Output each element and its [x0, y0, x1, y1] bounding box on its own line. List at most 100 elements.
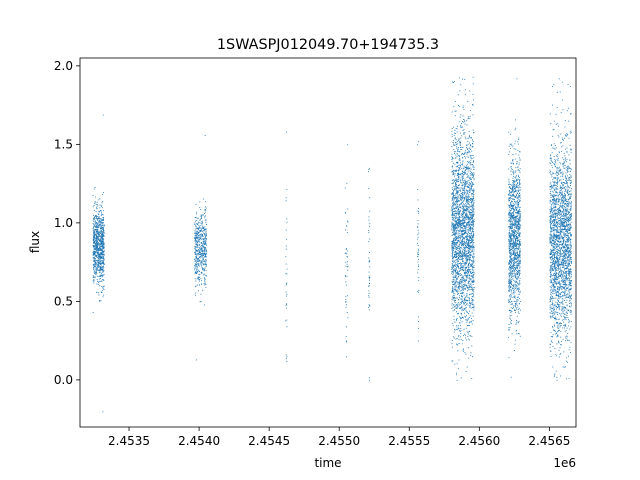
- data-point: [470, 307, 472, 309]
- data-point: [458, 267, 460, 269]
- data-point: [518, 234, 519, 236]
- data-point: [461, 321, 463, 323]
- data-point: [452, 299, 454, 301]
- data-point: [418, 328, 419, 329]
- data-point: [456, 283, 458, 285]
- data-point: [194, 230, 196, 232]
- data-point: [466, 152, 468, 154]
- data-point: [460, 241, 462, 243]
- data-point: [459, 138, 461, 140]
- data-point: [97, 236, 99, 238]
- data-point: [469, 170, 471, 172]
- data-point: [203, 198, 205, 200]
- data-point: [347, 208, 349, 210]
- data-point: [99, 264, 101, 266]
- data-point: [515, 323, 517, 325]
- data-point: [100, 275, 101, 277]
- data-point: [459, 329, 461, 331]
- data-point: [471, 312, 473, 314]
- data-point: [469, 254, 471, 256]
- data-point: [471, 244, 473, 246]
- data-point: [453, 230, 455, 231]
- data-point: [93, 242, 94, 244]
- data-point: [468, 287, 470, 289]
- data-point: [457, 230, 459, 232]
- data-point: [453, 207, 454, 209]
- data-point: [456, 237, 458, 239]
- data-point: [515, 285, 517, 287]
- data-point: [470, 303, 472, 305]
- data-point: [468, 241, 469, 243]
- data-point: [459, 234, 461, 236]
- data-point: [473, 246, 475, 248]
- data-point: [467, 233, 468, 235]
- data-point: [470, 155, 472, 157]
- data-point: [514, 301, 516, 303]
- data-point: [513, 179, 515, 181]
- data-point: [203, 277, 205, 279]
- data-point: [462, 266, 464, 268]
- data-point: [201, 250, 203, 252]
- data-point: [456, 247, 458, 249]
- data-point: [466, 300, 468, 302]
- data-point: [460, 222, 462, 224]
- data-point: [94, 272, 95, 274]
- data-point: [461, 208, 463, 210]
- data-point: [100, 291, 102, 293]
- data-point: [100, 260, 101, 262]
- data-point: [471, 201, 472, 203]
- data-point: [508, 324, 510, 325]
- data-point: [100, 205, 102, 207]
- data-point: [458, 184, 460, 186]
- data-point: [517, 228, 519, 230]
- data-point: [465, 295, 467, 297]
- data-point: [519, 170, 520, 172]
- data-point: [464, 186, 466, 188]
- data-point: [96, 249, 98, 251]
- data-point: [462, 250, 464, 252]
- data-point: [454, 289, 456, 291]
- data-point: [460, 231, 462, 233]
- data-point: [202, 274, 204, 276]
- data-point: [286, 131, 288, 133]
- data-point: [462, 234, 464, 236]
- data-point: [455, 226, 457, 228]
- data-point: [470, 247, 472, 248]
- data-point: [468, 161, 470, 163]
- data-point: [468, 216, 470, 218]
- data-point: [468, 300, 470, 302]
- data-point: [518, 198, 520, 200]
- data-point: [195, 257, 197, 259]
- data-point: [469, 179, 471, 180]
- data-point: [465, 235, 467, 237]
- data-point: [468, 283, 470, 285]
- data-point: [369, 259, 370, 261]
- data-point: [99, 258, 101, 260]
- data-point: [462, 178, 463, 180]
- data-point: [470, 293, 472, 295]
- data-point: [511, 208, 513, 210]
- data-point: [469, 257, 471, 259]
- data-point: [455, 151, 457, 153]
- data-point: [100, 256, 102, 258]
- data-point: [455, 285, 457, 287]
- data-point: [461, 179, 463, 181]
- data-point: [468, 130, 470, 132]
- data-point: [462, 219, 463, 221]
- data-point: [456, 344, 458, 346]
- data-point: [195, 220, 196, 222]
- data-point: [462, 218, 464, 220]
- data-point: [465, 228, 467, 230]
- data-point: [452, 297, 454, 299]
- data-point: [460, 166, 462, 168]
- data-point: [451, 268, 453, 270]
- data-point: [512, 198, 513, 200]
- data-point: [462, 187, 463, 189]
- data-point: [468, 248, 470, 250]
- data-point: [515, 281, 517, 283]
- data-point: [459, 116, 461, 118]
- data-point: [455, 224, 457, 226]
- data-point: [459, 179, 461, 181]
- data-point: [455, 242, 456, 244]
- data-point: [198, 279, 200, 281]
